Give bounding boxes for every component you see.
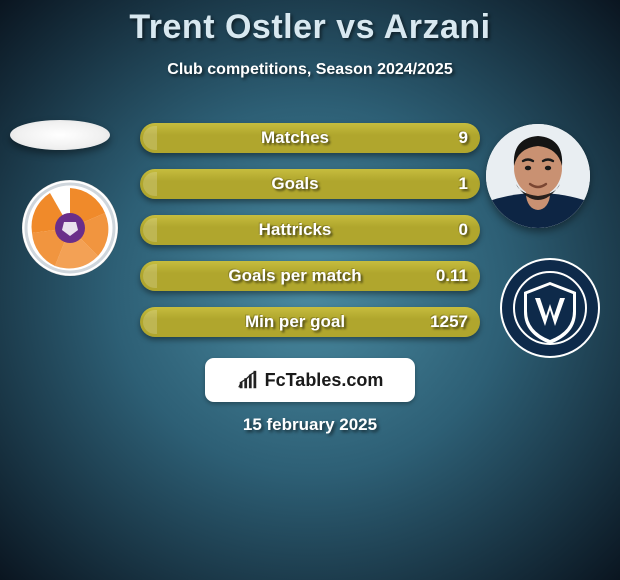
- stat-label: Goals: [150, 169, 440, 199]
- stat-value: 0: [459, 215, 468, 245]
- stat-label: Matches: [150, 123, 440, 153]
- stat-value: 1257: [430, 307, 468, 337]
- stat-row-min-per-goal: Min per goal 1257: [140, 307, 480, 337]
- subtitle: Club competitions, Season 2024/2025: [0, 61, 620, 79]
- right-player-photo: [486, 124, 590, 228]
- branding-text: FcTables.com: [265, 370, 384, 391]
- stat-label: Min per goal: [150, 307, 440, 337]
- stat-row-goals: Goals 1: [140, 169, 480, 199]
- stat-row-hattricks: Hattricks 0: [140, 215, 480, 245]
- stat-value: 1: [459, 169, 468, 199]
- stat-label: Hattricks: [150, 215, 440, 245]
- stat-value: 0.11: [436, 261, 468, 291]
- stat-row-goals-per-match: Goals per match 0.11: [140, 261, 480, 291]
- chart-icon: [237, 369, 259, 391]
- stats-list: Matches 9 Goals 1 Hattricks 0 Goals per …: [140, 123, 480, 353]
- left-player-photo: [10, 120, 110, 150]
- stat-row-matches: Matches 9: [140, 123, 480, 153]
- branding-box: FcTables.com: [205, 358, 415, 402]
- date-text: 15 february 2025: [0, 415, 620, 435]
- page-title: Trent Ostler vs Arzani: [0, 0, 620, 47]
- stat-label: Goals per match: [150, 261, 440, 291]
- stat-value: 9: [459, 123, 468, 153]
- left-club-crest: [20, 178, 120, 278]
- right-club-crest: [500, 258, 600, 358]
